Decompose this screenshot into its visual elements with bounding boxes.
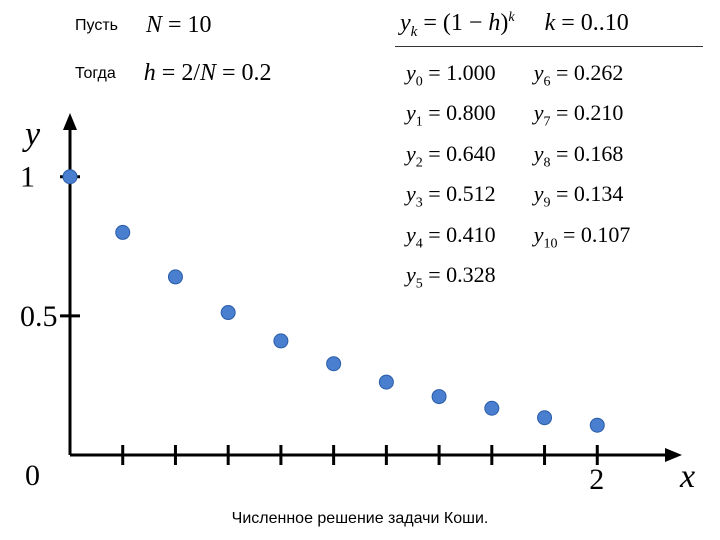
k-range: k = 0..10 [545, 10, 629, 37]
y-tick-label: 1 [20, 161, 35, 194]
data-point [221, 306, 235, 320]
caption: Численное решение задачи Коши. [0, 510, 720, 528]
h-equation: h = 2/N = 0.2 [144, 60, 272, 87]
origin-label: 0 [25, 459, 40, 490]
value-entry: y6 = 0.262 [534, 60, 631, 90]
y-tick-label: 0.5 [20, 300, 58, 333]
data-point [168, 270, 182, 284]
formula-yk: yk = (1 − h)k [400, 10, 515, 41]
data-point [485, 401, 499, 415]
data-point [63, 170, 77, 184]
value-entry: y0 = 1.000 [406, 60, 496, 90]
x-tick-label: 2 [589, 463, 604, 490]
data-point [432, 390, 446, 404]
formula-divider [395, 46, 703, 47]
then-label: Тогда [75, 65, 116, 83]
data-point [538, 411, 552, 425]
n-equation: N = 10 [146, 12, 212, 39]
formula-row: yk = (1 − h)k k = 0..10 [400, 10, 629, 41]
let-label: Пусть [75, 17, 118, 35]
header-row-1: Пусть N = 10 [75, 12, 212, 39]
header-row-2: Тогда h = 2/N = 0.2 [75, 60, 272, 87]
x-axis-label: x [679, 458, 695, 490]
scatter-chart: 1 0.5 2 0 y x [5, 95, 705, 490]
data-point [379, 375, 393, 389]
y-axis-label: y [22, 116, 41, 153]
data-point [274, 334, 288, 348]
data-point [116, 225, 130, 239]
data-point [327, 357, 341, 371]
y-axis-arrow [63, 113, 77, 130]
data-point [590, 418, 604, 432]
